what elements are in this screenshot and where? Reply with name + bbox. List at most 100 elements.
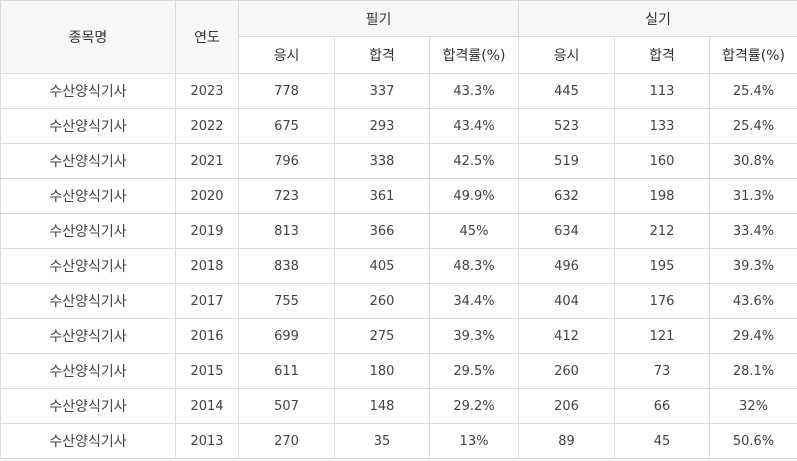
cell-practical-pass-rate: 43.6% [709,283,797,319]
col-header-practical-pass-rate: 합격률(%) [709,36,797,74]
cell-written-passed: 180 [334,353,430,389]
col-group-practical: 실기 [518,0,797,37]
cell-practical-applicants: 89 [518,423,615,459]
cell-written-passed: 337 [334,73,430,109]
table-row: 수산양식기사 2019 813 366 45% 634 212 33.4% [0,213,797,249]
header-row-main: 종목명 연도 필기 실기 [0,0,797,74]
col-header-written-applicants: 응시 [238,36,335,74]
cell-year: 2022 [175,108,239,144]
cell-item-name: 수산양식기사 [0,353,176,389]
cell-practical-applicants: 523 [518,108,615,144]
cell-written-applicants: 675 [238,108,335,144]
col-header-practical-passed: 합격 [614,36,710,74]
cell-item-name: 수산양식기사 [0,108,176,144]
cell-practical-pass-rate: 25.4% [709,73,797,109]
table-row: 수산양식기사 2013 270 35 13% 89 45 50.6% [0,423,797,459]
table-row: 수산양식기사 2022 675 293 43.4% 523 133 25.4% [0,108,797,144]
cell-written-applicants: 507 [238,388,335,424]
table-body: 수산양식기사 2023 778 337 43.3% 445 113 25.4% … [0,73,797,459]
cell-written-applicants: 813 [238,213,335,249]
cell-practical-pass-rate: 29.4% [709,318,797,354]
cell-year: 2021 [175,143,239,179]
cell-written-pass-rate: 48.3% [429,248,519,284]
col-header-year: 연도 [175,0,239,74]
cell-year: 2023 [175,73,239,109]
cell-year: 2015 [175,353,239,389]
cell-written-pass-rate: 43.4% [429,108,519,144]
cell-item-name: 수산양식기사 [0,73,176,109]
cell-written-applicants: 270 [238,423,335,459]
cell-year: 2018 [175,248,239,284]
cell-written-applicants: 723 [238,178,335,214]
cell-year: 2014 [175,388,239,424]
cell-item-name: 수산양식기사 [0,423,176,459]
header-row-sub: 응시 합격 합격률(%) 응시 합격 합격률(%) [1,36,797,74]
cell-practical-passed: 73 [614,353,710,389]
cell-written-passed: 366 [334,213,430,249]
cell-written-passed: 405 [334,248,430,284]
cell-practical-passed: 212 [614,213,710,249]
table-row: 수산양식기사 2020 723 361 49.9% 632 198 31.3% [0,178,797,214]
cell-written-passed: 35 [334,423,430,459]
cell-item-name: 수산양식기사 [0,388,176,424]
cell-year: 2019 [175,213,239,249]
cell-written-applicants: 611 [238,353,335,389]
table-row: 수산양식기사 2016 699 275 39.3% 412 121 29.4% [0,318,797,354]
cell-practical-pass-rate: 39.3% [709,248,797,284]
cell-written-applicants: 796 [238,143,335,179]
cell-practical-pass-rate: 28.1% [709,353,797,389]
table-header: 종목명 연도 필기 실기 응시 합격 합격률(%) 응시 합격 합격률(%) [0,0,797,74]
cell-practical-passed: 45 [614,423,710,459]
cell-practical-applicants: 206 [518,388,615,424]
col-group-written: 필기 [238,0,519,37]
cell-practical-pass-rate: 32% [709,388,797,424]
cell-practical-pass-rate: 30.8% [709,143,797,179]
cell-item-name: 수산양식기사 [0,178,176,214]
col-header-written-pass-rate: 합격률(%) [429,36,519,74]
cell-item-name: 수산양식기사 [0,143,176,179]
col-header-item-name: 종목명 [0,0,176,74]
cell-practical-passed: 198 [614,178,710,214]
cell-practical-applicants: 634 [518,213,615,249]
cell-practical-applicants: 445 [518,73,615,109]
cell-practical-applicants: 519 [518,143,615,179]
cell-written-passed: 260 [334,283,430,319]
cell-item-name: 수산양식기사 [0,283,176,319]
cell-practical-pass-rate: 33.4% [709,213,797,249]
cell-practical-passed: 176 [614,283,710,319]
col-header-written-passed: 합격 [334,36,430,74]
cell-practical-pass-rate: 25.4% [709,108,797,144]
table-row: 수산양식기사 2021 796 338 42.5% 519 160 30.8% [0,143,797,179]
cell-practical-applicants: 260 [518,353,615,389]
cell-practical-passed: 195 [614,248,710,284]
cell-written-applicants: 838 [238,248,335,284]
col-header-practical-applicants: 응시 [518,36,615,74]
cell-year: 2017 [175,283,239,319]
cell-written-applicants: 699 [238,318,335,354]
table-row: 수산양식기사 2014 507 148 29.2% 206 66 32% [0,388,797,424]
cell-written-passed: 293 [334,108,430,144]
cell-written-applicants: 778 [238,73,335,109]
cell-practical-applicants: 496 [518,248,615,284]
cell-practical-applicants: 404 [518,283,615,319]
cell-written-pass-rate: 42.5% [429,143,519,179]
cell-written-passed: 361 [334,178,430,214]
table-row: 수산양식기사 2015 611 180 29.5% 260 73 28.1% [0,353,797,389]
cell-practical-passed: 66 [614,388,710,424]
table-row: 수산양식기사 2018 838 405 48.3% 496 195 39.3% [0,248,797,284]
cell-practical-passed: 133 [614,108,710,144]
cell-written-applicants: 755 [238,283,335,319]
cell-item-name: 수산양식기사 [0,318,176,354]
cell-written-passed: 275 [334,318,430,354]
cell-written-pass-rate: 29.2% [429,388,519,424]
cell-written-pass-rate: 49.9% [429,178,519,214]
cell-practical-passed: 121 [614,318,710,354]
cell-item-name: 수산양식기사 [0,248,176,284]
cell-practical-applicants: 412 [518,318,615,354]
cell-year: 2016 [175,318,239,354]
cell-practical-applicants: 632 [518,178,615,214]
cell-year: 2013 [175,423,239,459]
cell-written-pass-rate: 34.4% [429,283,519,319]
cell-practical-pass-rate: 50.6% [709,423,797,459]
